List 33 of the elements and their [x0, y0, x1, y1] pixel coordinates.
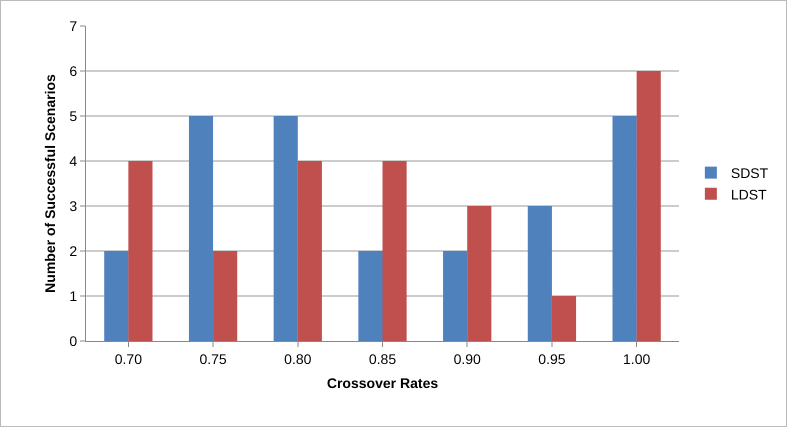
x-axis-title: Crossover Rates — [326, 375, 438, 392]
x-tick-label: 0.95 — [538, 350, 566, 367]
y-axis-title: Number of Successful Scenarios — [42, 74, 58, 293]
y-tick-label: 2 — [69, 242, 78, 259]
y-tick-label: 5 — [69, 108, 78, 124]
bar — [636, 71, 661, 341]
y-tick-label: 6 — [69, 62, 78, 79]
y-tick-label: 3 — [69, 198, 78, 214]
bar — [552, 296, 576, 341]
bar — [528, 206, 552, 341]
bar — [298, 161, 322, 341]
legend-label: LDST — [730, 186, 768, 202]
x-tick-label: 0.90 — [454, 350, 482, 367]
bar — [213, 251, 238, 341]
y-tick-label: 0 — [69, 332, 78, 349]
y-tick-label: 4 — [69, 152, 78, 169]
bar — [612, 116, 637, 341]
legend-label: SDST — [730, 165, 769, 182]
x-tick-label: 0.75 — [199, 350, 227, 367]
x-tick-label: 1.00 — [623, 350, 650, 367]
x-tick-label: 0.70 — [114, 350, 142, 367]
bar — [467, 206, 492, 341]
bar — [382, 161, 407, 341]
bar — [128, 161, 152, 341]
bar — [274, 116, 298, 341]
x-tick-label: 0.85 — [368, 350, 396, 367]
bar — [104, 251, 128, 341]
bar — [358, 251, 382, 341]
bar — [443, 251, 468, 341]
bar — [188, 116, 214, 341]
y-tick-label: 1 — [69, 288, 78, 304]
x-tick-label: 0.80 — [284, 350, 312, 367]
y-tick-label: 7 — [69, 18, 78, 34]
